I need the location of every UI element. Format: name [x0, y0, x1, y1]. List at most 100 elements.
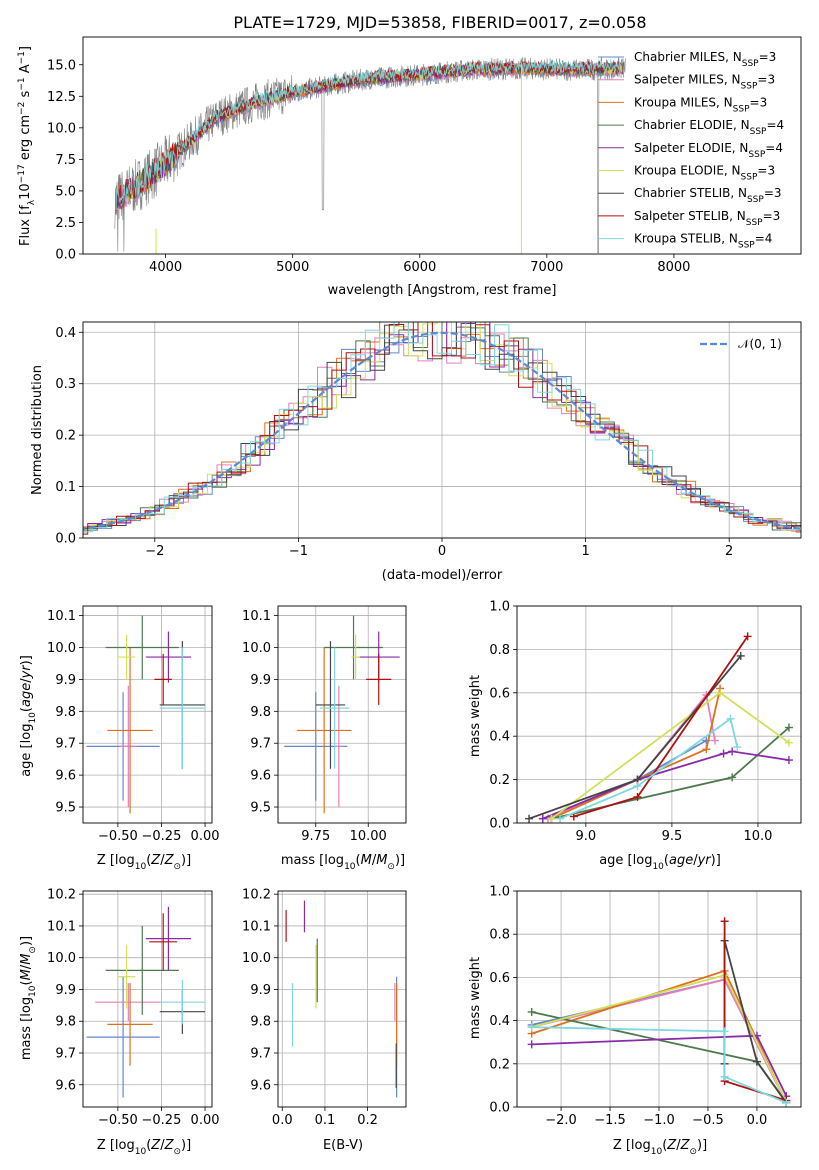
plus-marker	[527, 1040, 536, 1049]
plus-marker	[743, 632, 752, 641]
errorbar-panel-6: 0.0 0.1 0.2 9.6 9.7 9.8 9.9 10.0 10.1 10.2 E(B-V)	[242, 888, 407, 1153]
y-tick-label: 12.5	[47, 90, 76, 105]
y-tick-label: 10.0	[47, 951, 76, 966]
x-tick-label: −1	[289, 544, 308, 559]
plus-marker	[784, 738, 793, 747]
x-axis-label: Z [log10(Z/Z⊙)]	[613, 1138, 707, 1157]
weight-line	[551, 688, 721, 820]
plus-marker	[547, 814, 556, 823]
weight-series	[547, 688, 793, 823]
x-tick-label: −0.5	[692, 1113, 724, 1128]
y-tick-label: 0.0	[489, 817, 510, 832]
x-tick-label: 1	[581, 544, 589, 559]
y-tick-label: 0.0	[489, 1101, 510, 1116]
x-tick-label: 7000	[530, 260, 563, 275]
y-tick-label: 9.5	[250, 801, 271, 816]
y-tick-label: 5.0	[55, 184, 76, 199]
y-axis-label: age [log10(age/yr)]	[19, 655, 38, 777]
plus-marker	[720, 1072, 729, 1081]
axes-frame	[82, 36, 802, 255]
plus-marker	[719, 749, 728, 758]
y-tick-label: 0.2	[489, 773, 510, 788]
plus-marker	[726, 714, 735, 723]
y-tick-label: 0.4	[55, 326, 76, 341]
x-tick-label: 5000	[276, 260, 309, 275]
legend-entry: Kroupa ELODIE, NSSP=3	[634, 164, 775, 183]
weight-line	[559, 717, 739, 820]
spectrum-panel: 4000 5000 6000 7000 8000 0.0 2.5 5.0 7.5 10.0 12.5…	[17, 13, 802, 298]
plus-marker	[720, 1027, 729, 1036]
legend-entry: Chabrier STELIB, NSSP=3	[634, 186, 782, 205]
x-tick-label: 9.5	[662, 829, 683, 844]
x-tick-label: 9.0	[576, 829, 597, 844]
x-tick-label: 0.2	[357, 1113, 378, 1128]
y-axis-label: mass [log10(M/M⊙)]	[19, 936, 38, 1060]
mass-weight-panel-7: −2.0 −1.5 −1.0 −0.5 0.0 0.0 0.2 0.4 0.6 0.8 1.0 Z […	[468, 885, 802, 1157]
errorbar-point	[95, 983, 162, 1022]
x-axis-label: Z [log10(Z/Z⊙)]	[97, 853, 191, 872]
y-tick-label: 10.2	[47, 888, 76, 903]
y-tick-label: 9.7	[250, 737, 271, 752]
y-tick-label: 10.2	[242, 888, 271, 903]
errorbar-point	[334, 685, 344, 808]
y-tick-label: 9.7	[250, 1047, 271, 1062]
legend-entry: Kroupa MILES, NSSP=3	[634, 95, 767, 114]
y-tick-label: 9.9	[250, 673, 271, 688]
axes-frame	[277, 605, 407, 824]
y-tick-label: 10.0	[47, 641, 76, 656]
x-tick-label: 8000	[657, 260, 690, 275]
y-tick-label: 10.1	[242, 919, 271, 934]
legend-entry: Salpeter MILES, NSSP=3	[634, 73, 775, 92]
errorbar-panel-3-grid	[278, 606, 406, 823]
y-tick-label: 0.1	[55, 480, 76, 495]
x-tick-label: 0.1	[315, 1113, 336, 1128]
y-tick-label: 0.2	[489, 1057, 510, 1072]
y-tick-label: 0.4	[489, 730, 510, 745]
errorbar-panel-5: −0.50 −0.25 0.00 9.6 9.7 9.8 9.9 10.0 10.1 10.2 Z …	[19, 888, 220, 1157]
x-tick-label: 2	[725, 544, 733, 559]
residual-histogram-panel-plot-area	[83, 322, 801, 535]
legend-entry: Salpeter STELIB, NSSP=3	[634, 209, 780, 228]
errorbar-point	[319, 647, 350, 769]
plus-marker	[720, 917, 729, 926]
axes-frame	[82, 605, 213, 824]
y-tick-label: 10.0	[242, 951, 271, 966]
y-tick-label: 0.8	[489, 643, 510, 658]
errorbar-point	[324, 615, 383, 680]
y-axis-label: mass weight	[468, 675, 483, 757]
y-tick-label: 9.9	[55, 983, 76, 998]
y-axis-label: Normed distribution	[30, 365, 45, 495]
x-tick-label: −1.5	[594, 1113, 626, 1128]
plus-marker	[728, 747, 737, 756]
x-tick-label: −1.0	[643, 1113, 675, 1128]
axes-frame	[277, 890, 407, 1108]
plus-marker	[538, 814, 547, 823]
y-tick-label: 2.5	[55, 216, 76, 231]
errorbar-point	[149, 913, 178, 971]
errorbar-point	[107, 983, 153, 1066]
plus-marker	[784, 756, 793, 765]
legend-entry: Chabrier MILES, NSSP=3	[634, 50, 776, 69]
errorbar-point	[117, 945, 136, 1009]
plus-marker	[556, 814, 565, 823]
y-tick-label: 1.0	[489, 600, 510, 615]
x-tick-label: −2.0	[545, 1113, 577, 1128]
errorbar-point	[107, 647, 153, 814]
y-tick-label: 15.0	[47, 58, 76, 73]
x-axis-label: wavelength [Angstrom, rest frame]	[328, 283, 557, 298]
y-tick-label: 9.8	[250, 705, 271, 720]
errorbar-point	[351, 634, 360, 680]
mass-weight-panel-4: 9.0 9.5 10.0 0.0 0.2 0.4 0.6 0.8 1.0 age [log10(a…	[468, 600, 802, 872]
errorbar-point	[154, 653, 172, 705]
y-tick-label: 1.0	[489, 885, 510, 900]
y-axis-label: Flux [fλ10−17 erg cm−2 s−1 A−1]	[17, 46, 37, 246]
y-tick-label: 9.7	[55, 737, 76, 752]
plus-marker	[702, 745, 711, 754]
x-tick-label: −0.25	[142, 1113, 182, 1128]
x-tick-label: −0.50	[98, 1113, 138, 1128]
x-tick-label: 0.00	[191, 829, 220, 844]
errorbar-point	[86, 976, 160, 1098]
x-tick-label: −0.50	[98, 829, 138, 844]
y-tick-label: 10.0	[47, 121, 76, 136]
